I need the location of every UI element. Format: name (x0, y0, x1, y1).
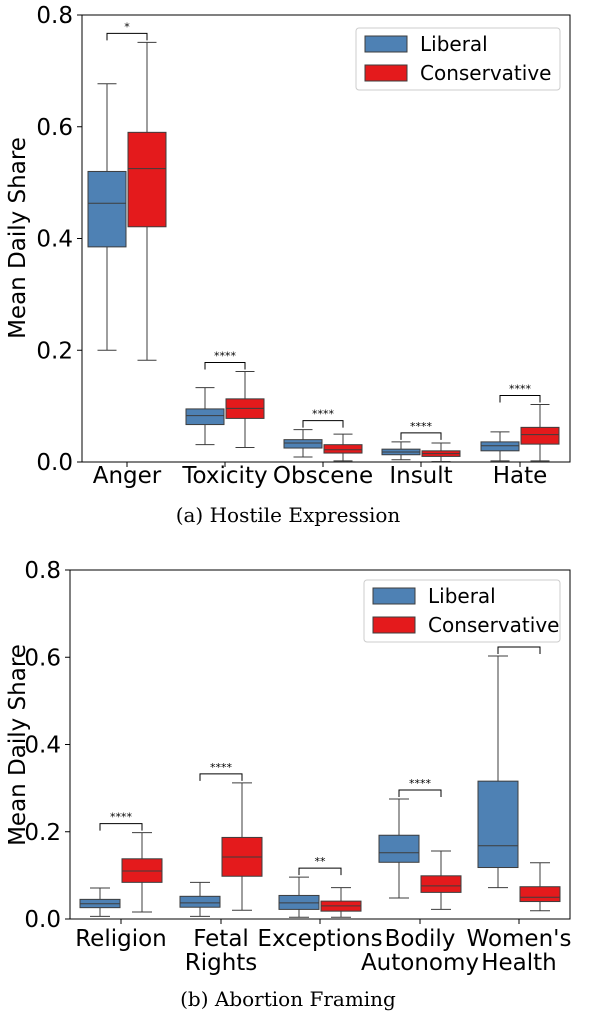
conservative-box (221, 782, 263, 911)
significance-bracket (106, 32, 148, 41)
figure-caption: (a) Hostile Expression (176, 503, 401, 527)
x-tick-label: Anger (93, 463, 162, 489)
conservative-box (520, 403, 560, 462)
y-tick-label: 0.8 (24, 558, 61, 584)
y-tick-label: 0.4 (36, 227, 73, 253)
y-axis-label: Mean Daily Share (5, 137, 31, 339)
liberal-box (185, 387, 225, 446)
iqr-box (520, 426, 560, 445)
conservative-box (225, 370, 265, 448)
significance-bracket (298, 867, 342, 876)
significance-label: **** (210, 761, 233, 774)
x-tick-label: Autonomy (361, 950, 479, 976)
y-axis-label: Mean Daily Share (5, 644, 31, 846)
iqr-box (420, 875, 462, 893)
iqr-box (480, 441, 520, 452)
significance-label: **** (409, 777, 432, 790)
iqr-box (477, 780, 519, 869)
significance-label: **** (509, 382, 532, 395)
conservative-box (127, 41, 167, 361)
significance-label: **** (312, 408, 335, 421)
significance-label: ** (315, 855, 327, 868)
conservative-box (323, 433, 363, 462)
liberal-box (278, 876, 320, 918)
legend-swatch-conservative (364, 64, 408, 82)
liberal-box (179, 881, 221, 917)
iqr-box (519, 886, 561, 903)
x-tick-label: Obscene (273, 463, 373, 489)
significance-bracket (204, 361, 246, 370)
y-tick-label: 0.6 (36, 115, 73, 141)
y-tick-label: 0.0 (24, 907, 61, 933)
significance-bracket (199, 773, 243, 781)
conservative-box (519, 862, 561, 912)
conservative-box (320, 887, 362, 918)
conservative-box (421, 442, 461, 462)
iqr-box (127, 131, 167, 228)
iqr-box (179, 895, 221, 908)
x-tick-label: Women's (467, 926, 572, 952)
legend-label-conservative: Conservative (428, 613, 559, 637)
significance-bracket (497, 646, 541, 654)
iqr-box (323, 444, 363, 454)
x-tick-label: Toxicity (181, 463, 267, 489)
significance-label: * (124, 20, 130, 33)
y-tick-label: 0.8 (36, 3, 73, 29)
liberal-box (283, 429, 323, 458)
significance-bracket (499, 394, 541, 403)
significance-label: **** (110, 811, 133, 824)
x-tick-label: Fetal (193, 926, 249, 952)
iqr-box (378, 834, 420, 863)
conservative-box (121, 832, 163, 913)
liberal-box (79, 887, 121, 917)
liberal-box (381, 441, 421, 461)
legend: Liberal Conservative (355, 27, 561, 91)
significance-bracket (398, 789, 442, 798)
x-tick-label: Insult (389, 463, 452, 489)
liberal-box (378, 798, 420, 899)
legend-label-liberal: Liberal (420, 32, 488, 56)
iqr-box (283, 439, 323, 449)
legend-label-liberal: Liberal (428, 584, 496, 608)
legend-swatch-liberal (364, 35, 408, 53)
significance-bracket (400, 432, 442, 440)
x-tick-label: Exceptions (257, 926, 382, 952)
iqr-box (185, 408, 225, 426)
x-tick-label: Hate (493, 463, 548, 489)
y-tick-label: 0.0 (36, 450, 73, 476)
liberal-box (480, 431, 520, 462)
y-tick-label: 0.2 (24, 820, 61, 846)
liberal-box (87, 83, 127, 351)
x-tick-label: Rights (185, 950, 258, 976)
significance-bracket (99, 823, 143, 831)
x-tick-label: Religion (75, 926, 167, 952)
x-tick-label: Health (481, 950, 557, 976)
legend-swatch-liberal (372, 587, 416, 605)
x-tick-label: Bodily (385, 926, 456, 952)
legend-label-conservative: Conservative (420, 61, 551, 85)
significance-label: **** (214, 349, 237, 362)
y-tick-label: 0.4 (24, 733, 61, 759)
significance-bracket (302, 420, 344, 428)
legend: Liberal Conservative (363, 579, 561, 643)
figure-caption: (b) Abortion Framing (180, 987, 396, 1011)
y-tick-label: 0.2 (36, 338, 73, 364)
y-tick-label: 0.6 (24, 645, 61, 671)
iqr-box (87, 170, 127, 248)
liberal-box (477, 655, 519, 889)
conservative-box (420, 850, 462, 910)
significance-label: **** (410, 420, 433, 433)
legend-swatch-conservative (372, 616, 416, 634)
